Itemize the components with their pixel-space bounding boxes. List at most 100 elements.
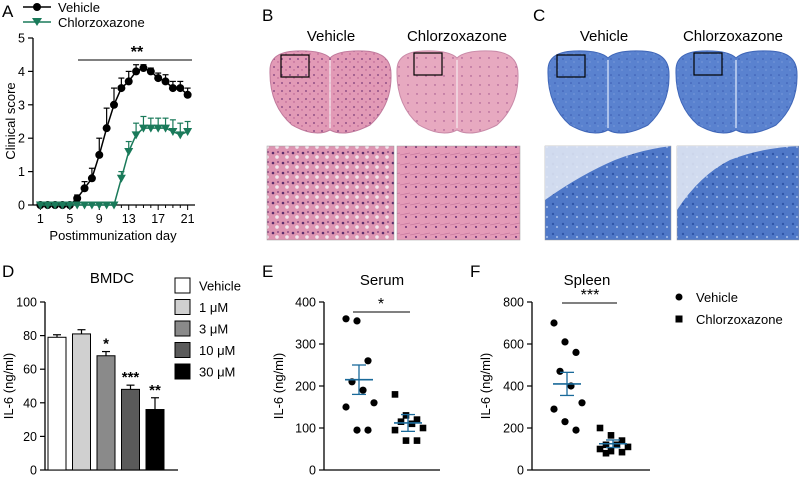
legend-label-vehicle: Vehicle <box>58 0 100 15</box>
data-point-vehicle <box>87 174 96 183</box>
panel-label-b: B <box>262 6 273 25</box>
significance-e: * <box>378 296 384 313</box>
significance-f: *** <box>581 287 600 304</box>
data-point-chlorzoxazone <box>168 128 178 137</box>
data-point-chlorzoxazone <box>146 124 156 133</box>
legend-label-d: Vehicle <box>199 279 241 294</box>
y-tick-label-d: 0 <box>30 464 37 478</box>
panel-label-a: A <box>2 2 14 21</box>
data-point-chlorzoxazone <box>153 124 163 133</box>
bar-3 <box>96 355 116 471</box>
y-tick-label-e: 300 <box>295 338 316 352</box>
y-tick-label-a: 1 <box>18 165 25 179</box>
y-axis-label-e: IL-6 (ng/ml) <box>271 353 286 419</box>
data-point-e-vehicle <box>370 399 378 407</box>
data-point-vehicle <box>124 77 133 86</box>
data-point-e-vehicle <box>353 317 361 325</box>
data-point-chlorzoxazone <box>80 201 90 210</box>
data-point-f-vehicle <box>550 319 558 327</box>
data-point-f-chlorzoxazone <box>607 432 615 439</box>
x-tick-label-a: 13 <box>122 212 136 226</box>
x-tick-label-a: 5 <box>66 212 73 226</box>
data-point-chlorzoxazone <box>43 201 53 210</box>
data-point-f-vehicle <box>578 399 586 407</box>
data-point-e-chlorzoxazone <box>397 418 405 425</box>
data-point-chlorzoxazone <box>175 131 185 140</box>
data-point-chlorzoxazone <box>102 201 112 210</box>
legend-panel-a: Vehicle Chlorzoxazone <box>23 0 145 30</box>
data-point-f-vehicle <box>561 338 569 346</box>
legend-swatch-d <box>174 342 191 358</box>
data-point-chlorzoxazone <box>183 128 193 137</box>
bar-5 <box>145 409 165 471</box>
data-point-chlorzoxazone <box>161 124 171 133</box>
y-tick-label-d: 60 <box>23 363 37 377</box>
data-point-chlorzoxazone <box>131 131 141 140</box>
legend-swatch-d <box>174 363 191 380</box>
significance-d: ** <box>149 382 161 399</box>
data-point-f-vehicle <box>572 426 580 434</box>
legend-label-f-chlorzoxazone: Chlorzoxazone <box>696 312 783 327</box>
significance-d: * <box>103 336 109 353</box>
data-point-chlorzoxazone <box>35 201 45 210</box>
y-tick-label-f: 400 <box>503 380 524 394</box>
y-tick-label-a: 4 <box>18 65 25 79</box>
data-point-e-chlorzoxazone <box>402 437 410 444</box>
data-point-chlorzoxazone <box>138 124 148 133</box>
x-tick-label-a: 17 <box>151 212 165 226</box>
data-point-f-chlorzoxazone <box>613 441 621 449</box>
bar-4 <box>121 388 140 471</box>
chart-title-e: Serum <box>360 272 404 289</box>
legend-marker-f-vehicle <box>675 293 683 301</box>
y-tick-label-f: 200 <box>503 422 524 436</box>
data-point-e-vehicle <box>342 403 350 411</box>
series-line-chlorzoxazone <box>40 127 188 206</box>
data-point-vehicle <box>73 194 82 203</box>
data-point-e-vehicle <box>359 386 367 394</box>
chart-panel-f: Spleen IL-6 (ng/ml) *** 0 200 400 600 800 Ve… <box>478 272 783 478</box>
significance-d: *** <box>122 369 140 386</box>
data-point-chlorzoxazone <box>116 174 126 183</box>
legend-label-f-vehicle: Vehicle <box>696 290 738 305</box>
data-point-vehicle <box>95 150 104 159</box>
data-point-e-vehicle <box>342 315 350 323</box>
data-point-chlorzoxazone <box>124 148 134 157</box>
x-tick-label-a: 21 <box>181 212 195 226</box>
significance-a: ** <box>131 44 144 61</box>
data-point-vehicle <box>117 84 126 93</box>
legend-panel-f: Vehicle Chlorzoxazone <box>675 290 783 327</box>
zoom-box-chlorzoxazone-he <box>413 52 443 76</box>
bar-2 <box>72 333 91 471</box>
panel-label-d: D <box>2 262 14 281</box>
data-point-e-vehicle <box>353 426 361 434</box>
histology-c-chlorzoxazone-label: Chlorzoxazone <box>683 28 783 45</box>
legend-label-d: 10 μM <box>199 343 235 358</box>
y-axis-label-a: Clinical score <box>3 82 18 159</box>
legend-label-d: 1 μM <box>199 300 228 315</box>
data-point-f-chlorzoxazone <box>602 449 610 457</box>
panel-label-c: C <box>533 6 545 25</box>
legend-marker-f-chlorzoxazone <box>675 315 683 323</box>
data-point-f-chlorzoxazone <box>624 443 632 451</box>
data-point-f-vehicle <box>572 348 580 356</box>
bar-1 <box>47 336 67 471</box>
data-point-e-chlorzoxazone <box>413 437 421 444</box>
y-tick-label-e: 100 <box>295 422 316 436</box>
data-point-vehicle <box>161 77 170 86</box>
data-point-e-chlorzoxazone <box>391 391 399 398</box>
data-point-chlorzoxazone <box>94 201 104 210</box>
data-point-e-chlorzoxazone <box>402 412 410 419</box>
data-point-f-vehicle <box>556 367 564 375</box>
zoom-box-vehicle-he <box>280 54 310 78</box>
y-tick-label-d: 100 <box>16 296 37 310</box>
histology-c-vehicle-label: Vehicle <box>580 28 628 45</box>
data-point-vehicle <box>146 67 155 76</box>
data-point-chlorzoxazone <box>65 201 75 210</box>
data-point-f-chlorzoxazone <box>618 437 626 444</box>
data-point-chlorzoxazone <box>50 201 60 210</box>
data-point-f-chlorzoxazone <box>618 448 626 456</box>
legend-marker-vehicle <box>33 3 41 11</box>
y-tick-label-d: 80 <box>23 329 37 343</box>
legend-swatch-d <box>174 320 191 337</box>
data-point-chlorzoxazone <box>72 201 82 210</box>
